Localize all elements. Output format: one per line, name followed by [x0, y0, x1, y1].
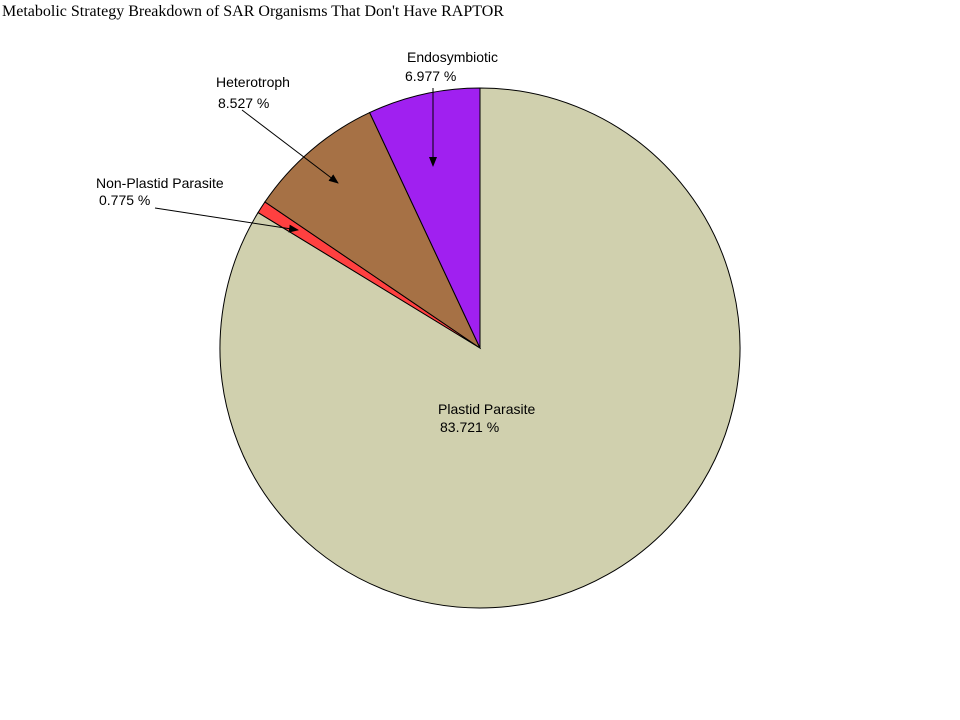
slice-label-heterotroph: Heterotroph: [216, 74, 290, 90]
slice-label-plastid-parasite: Plastid Parasite: [438, 401, 535, 417]
chart-title: Metabolic Strategy Breakdown of SAR Orga…: [2, 3, 504, 20]
slice-label-endosymbiotic: Endosymbiotic: [407, 49, 498, 65]
slice-percent-endosymbiotic: 6.977 %: [405, 68, 456, 84]
pie-slice-heterotroph: [264, 111, 482, 350]
slice-percent-plastid-parasite: 83.721 %: [440, 419, 499, 435]
slice-label-non-plastid-parasite: Non-Plastid Parasite: [96, 175, 224, 191]
slice-percent-non-plastid-parasite: 0.775 %: [99, 192, 150, 208]
label-arrow-heterotroph: [241, 109, 339, 184]
label-arrow-non-plastid-parasite: [154, 207, 299, 233]
slice-percent-heterotroph: 8.527 %: [218, 95, 269, 111]
pie-slice-endosymbiotic: [368, 87, 481, 349]
